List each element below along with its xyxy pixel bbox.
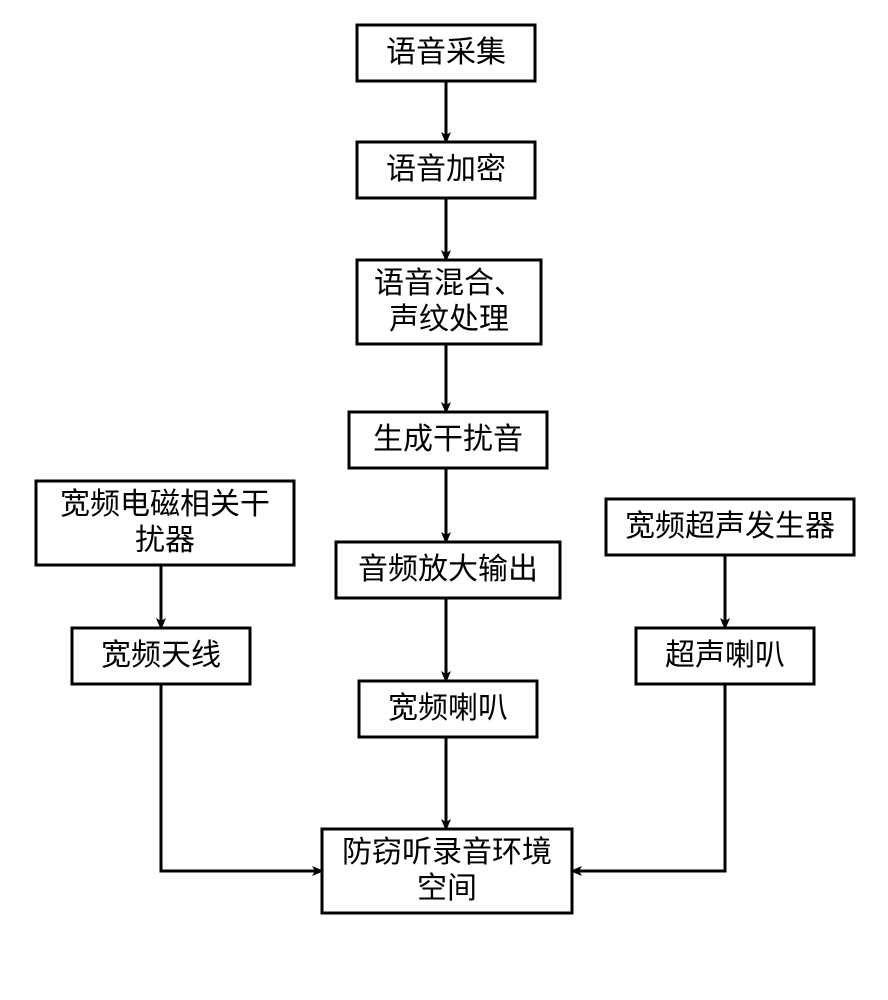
node-label-n3-line1: 声纹处理 (389, 303, 509, 336)
node-n10: 超声喇叭 (636, 628, 814, 684)
flowchart-diagram: 语音采集语音加密语音混合、声纹处理生成干扰音音频放大输出宽频喇叭 宽频电磁相关干扰… (0, 0, 888, 1000)
edge-n8-n11 (161, 684, 322, 871)
node-label-n3-line0: 语音混合、 (374, 267, 524, 300)
edge-n10-n11 (572, 684, 725, 871)
node-n1: 语音采集 (357, 25, 535, 81)
node-n11: 防窃听录音环境空间 (322, 829, 572, 913)
node-label-n4-line0: 生成干扰音 (373, 423, 523, 456)
node-label-n9-line0: 宽频超声发生器 (625, 510, 835, 543)
node-n3: 语音混合、声纹处理 (357, 260, 541, 344)
node-label-n11-line1: 空间 (417, 872, 477, 905)
node-n8: 宽频天线 (72, 628, 250, 684)
node-n6: 宽频喇叭 (359, 681, 537, 737)
node-n4: 生成干扰音 (349, 412, 547, 468)
node-label-n10-line0: 超声喇叭 (665, 639, 785, 672)
node-label-n8-line0: 宽频天线 (101, 639, 221, 672)
node-label-n7-line0: 宽频电磁相关干 (60, 488, 270, 521)
node-label-n5-line0: 音频放大输出 (358, 553, 538, 586)
node-label-n6-line0: 宽频喇叭 (388, 692, 508, 725)
node-n5: 音频放大输出 (336, 542, 560, 598)
node-label-n7-line1: 扰器 (135, 524, 195, 557)
node-label-n2-line0: 语音加密 (386, 153, 506, 186)
node-label-n1-line0: 语音采集 (386, 36, 506, 69)
node-n7: 宽频电磁相关干扰器 (36, 481, 294, 565)
node-label-n11-line0: 防窃听录音环境 (342, 836, 552, 869)
node-n2: 语音加密 (357, 142, 535, 198)
node-n9: 宽频超声发生器 (606, 499, 854, 555)
